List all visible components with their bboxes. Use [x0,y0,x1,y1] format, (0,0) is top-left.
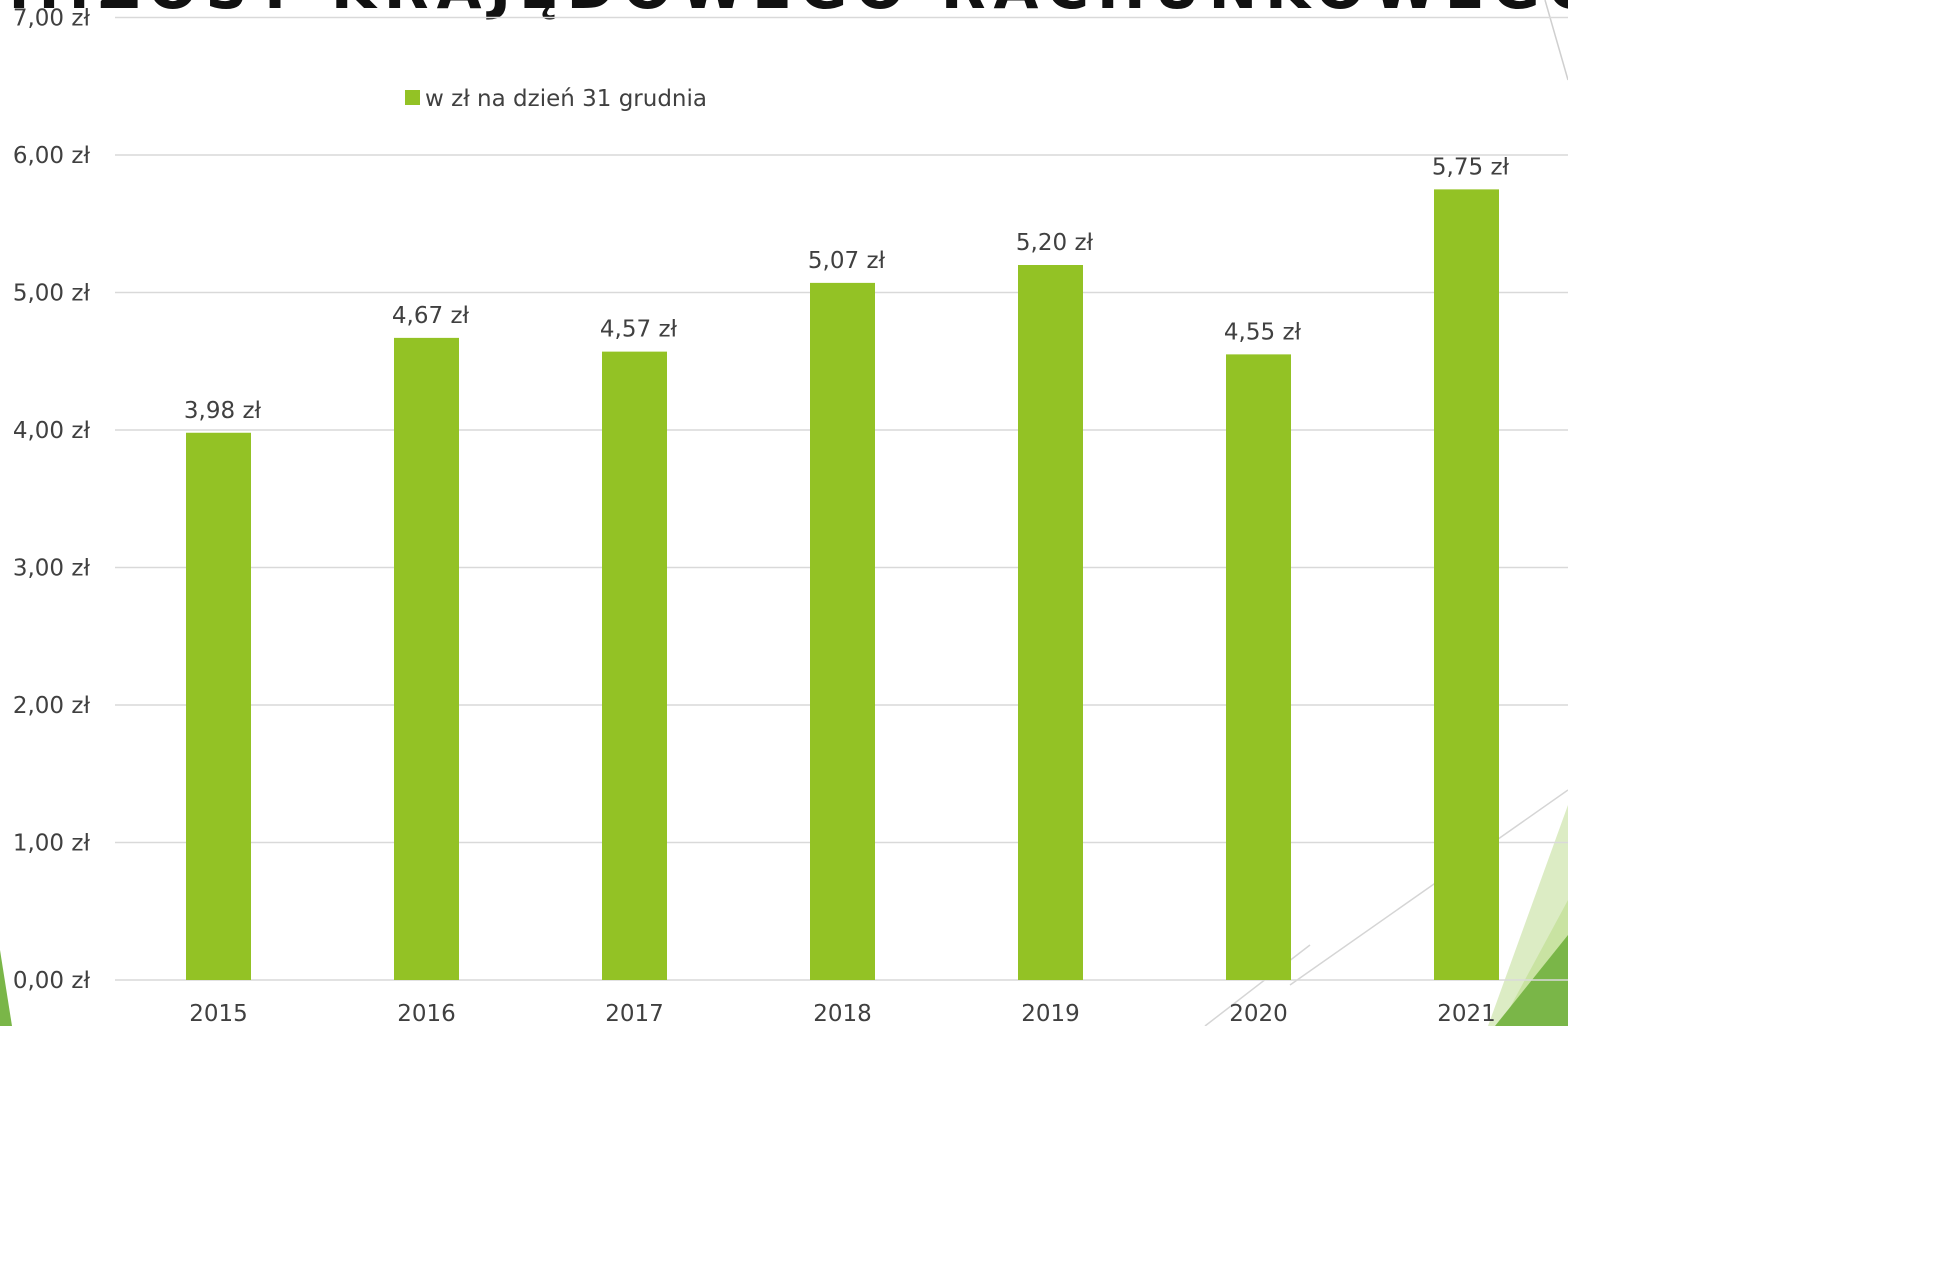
bar-2019 [1018,265,1083,980]
x-tick-label-2017: 2017 [605,1001,664,1026]
bar-2021 [1434,189,1499,980]
decor-left-green-sliver [0,950,12,1026]
y-tick-label: 1,00 zł [13,831,91,857]
bar-2018 [810,283,875,980]
y-tick-label: 2,00 zł [13,693,91,719]
bar-2020 [1226,354,1291,980]
y-tick-label: 5,00 zł [13,281,91,307]
legend-label: w zł na dzień 31 grudnia [425,86,707,112]
data-label-2021: 5,75 zł [1432,154,1510,180]
chart-legend: w zł na dzień 31 grudnia [405,86,707,112]
y-tick-label: 6,00 zł [13,143,91,169]
y-tick-label: 7,00 zł [13,6,91,32]
y-tick-label: 4,00 zł [13,418,91,444]
x-tick-label-2021: 2021 [1437,1001,1496,1026]
chart-x-axis: 2015 2016 2017 2018 2019 2020 2021 [189,1001,1496,1026]
slide: ...ZOST KRAJĘDOWEGO RACHUNKOWEGO PRZY W … [0,0,1568,1026]
x-tick-label-2020: 2020 [1229,1001,1288,1026]
legend-swatch [405,90,420,105]
bar-2016 [394,338,459,980]
y-tick-label: 0,00 zł [13,968,91,994]
data-label-2019: 5,20 zł [1016,230,1094,256]
bar-2015 [186,433,251,980]
chart-bars [186,189,1499,980]
y-tick-label: 3,00 zł [13,556,91,582]
data-label-2017: 4,57 zł [600,317,678,343]
data-label-2015: 3,98 zł [184,398,262,424]
data-label-2020: 4,55 zł [1224,319,1302,345]
bar-2017 [602,352,667,980]
x-tick-label-2015: 2015 [189,1001,248,1026]
slide-title: ...ZOST KRAJĘDOWEGO RACHUNKOWEGO PRZY W … [8,0,1568,22]
x-tick-label-2018: 2018 [813,1001,872,1026]
x-tick-label-2016: 2016 [397,1001,456,1026]
x-tick-label-2019: 2019 [1021,1001,1080,1026]
chart-y-axis: 0,00 zł 1,00 zł 2,00 zł 3,00 zł 4,00 zł 5,00 … [13,6,91,995]
data-label-2016: 4,67 zł [392,303,470,329]
slide-title-group: ...ZOST KRAJĘDOWEGO RACHUNKOWEGO PRZY W … [8,0,1568,22]
data-label-2018: 5,07 zł [808,248,886,274]
